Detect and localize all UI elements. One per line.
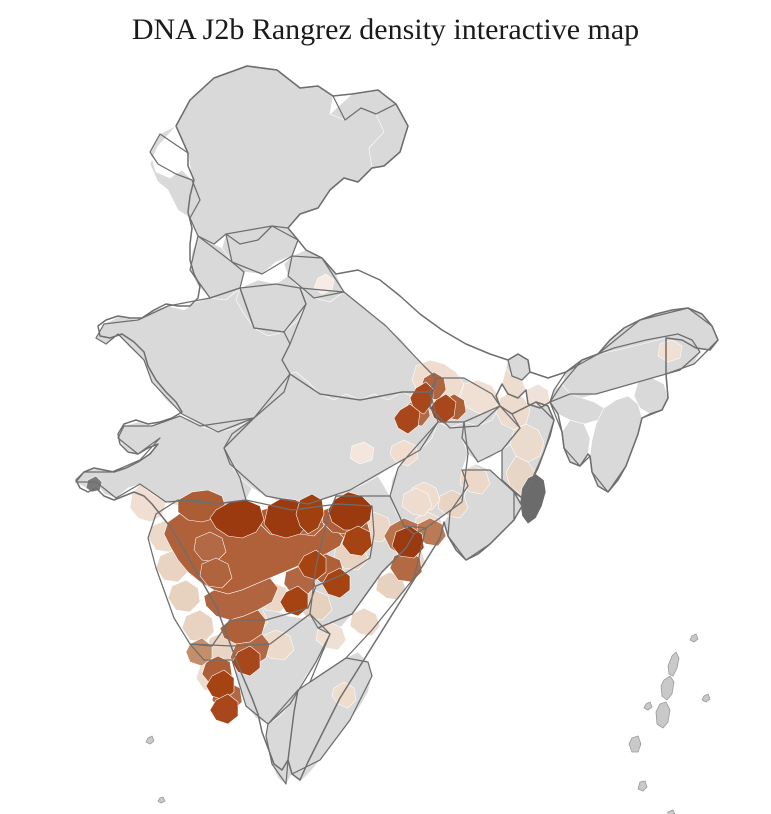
district-diu-patch[interactable] (86, 476, 102, 492)
island-small-east[interactable] (702, 694, 710, 702)
island-little-andaman[interactable] (629, 736, 641, 752)
island-small-west[interactable] (644, 702, 652, 710)
district-high-beed[interactable] (298, 550, 326, 580)
district-lowdensity-up-1[interactable] (314, 274, 334, 294)
island-car-nicobar[interactable] (638, 781, 647, 791)
district-lowdensity-wb-2[interactable] (510, 424, 544, 462)
india-country-outline (76, 66, 718, 780)
island-nicobar-small-1[interactable] (667, 810, 676, 814)
state-boundary-haryana (240, 284, 306, 332)
district-jk[interactable] (176, 66, 384, 244)
district-lowdensity-mp-2[interactable] (390, 440, 418, 466)
district-high-gorakhpur[interactable] (410, 382, 434, 414)
district-high-nagpur[interactable] (328, 492, 372, 530)
page-title: DNA J2b Rangrez density interactive map (131, 13, 640, 46)
island-south-andaman[interactable] (656, 702, 670, 728)
island-barren[interactable] (690, 634, 698, 642)
district-lowdensity-ap-3[interactable] (350, 608, 380, 636)
district-lowdensity-ap-4[interactable] (316, 622, 346, 650)
state-boundary-bihar (430, 378, 500, 428)
island-lakshadweep-1[interactable] (146, 736, 154, 744)
district-high-wardha[interactable] (342, 526, 372, 556)
district-tripura[interactable] (562, 420, 590, 466)
district-lowdensity-konkan-3[interactable] (168, 580, 200, 612)
state-boundary-up (282, 288, 436, 400)
state-boundary-uttarakhand (288, 256, 344, 298)
andaman-nicobar-islands (146, 634, 710, 814)
state-boundary-kerala (266, 690, 298, 784)
district-high-sindhudurg[interactable] (210, 694, 238, 724)
district-lowdensity-mp-1[interactable] (350, 442, 374, 464)
island-lakshadweep-2[interactable] (158, 797, 165, 803)
district-high-solapur[interactable] (280, 586, 308, 616)
state-boundary-rajasthan (96, 288, 290, 432)
district-high-buldhana[interactable] (296, 494, 324, 534)
india-choropleth-map[interactable] (0, 48, 771, 814)
district-med-mh-s1[interactable] (204, 578, 278, 620)
district-high-kushinagar[interactable] (394, 404, 420, 434)
island-north-andaman[interactable] (668, 652, 679, 676)
map-container[interactable] (0, 48, 771, 814)
country-outline-group (76, 66, 718, 780)
district-lowdensity-konkan-4[interactable] (182, 610, 214, 642)
district-lowdensity-mh-n[interactable] (402, 488, 432, 516)
state-boundary-karnataka (190, 614, 330, 724)
district-high-latur[interactable] (322, 568, 350, 598)
district-med-mh-w2[interactable] (200, 558, 232, 588)
island-middle-andaman[interactable] (661, 676, 674, 700)
high-density-regions (206, 382, 456, 724)
district-lowdensity-assam[interactable] (658, 340, 682, 362)
state-boundary-chhattisgarh (390, 422, 468, 528)
state-boundary-odisha (448, 470, 514, 560)
district-med-mh-w1[interactable] (194, 532, 226, 562)
